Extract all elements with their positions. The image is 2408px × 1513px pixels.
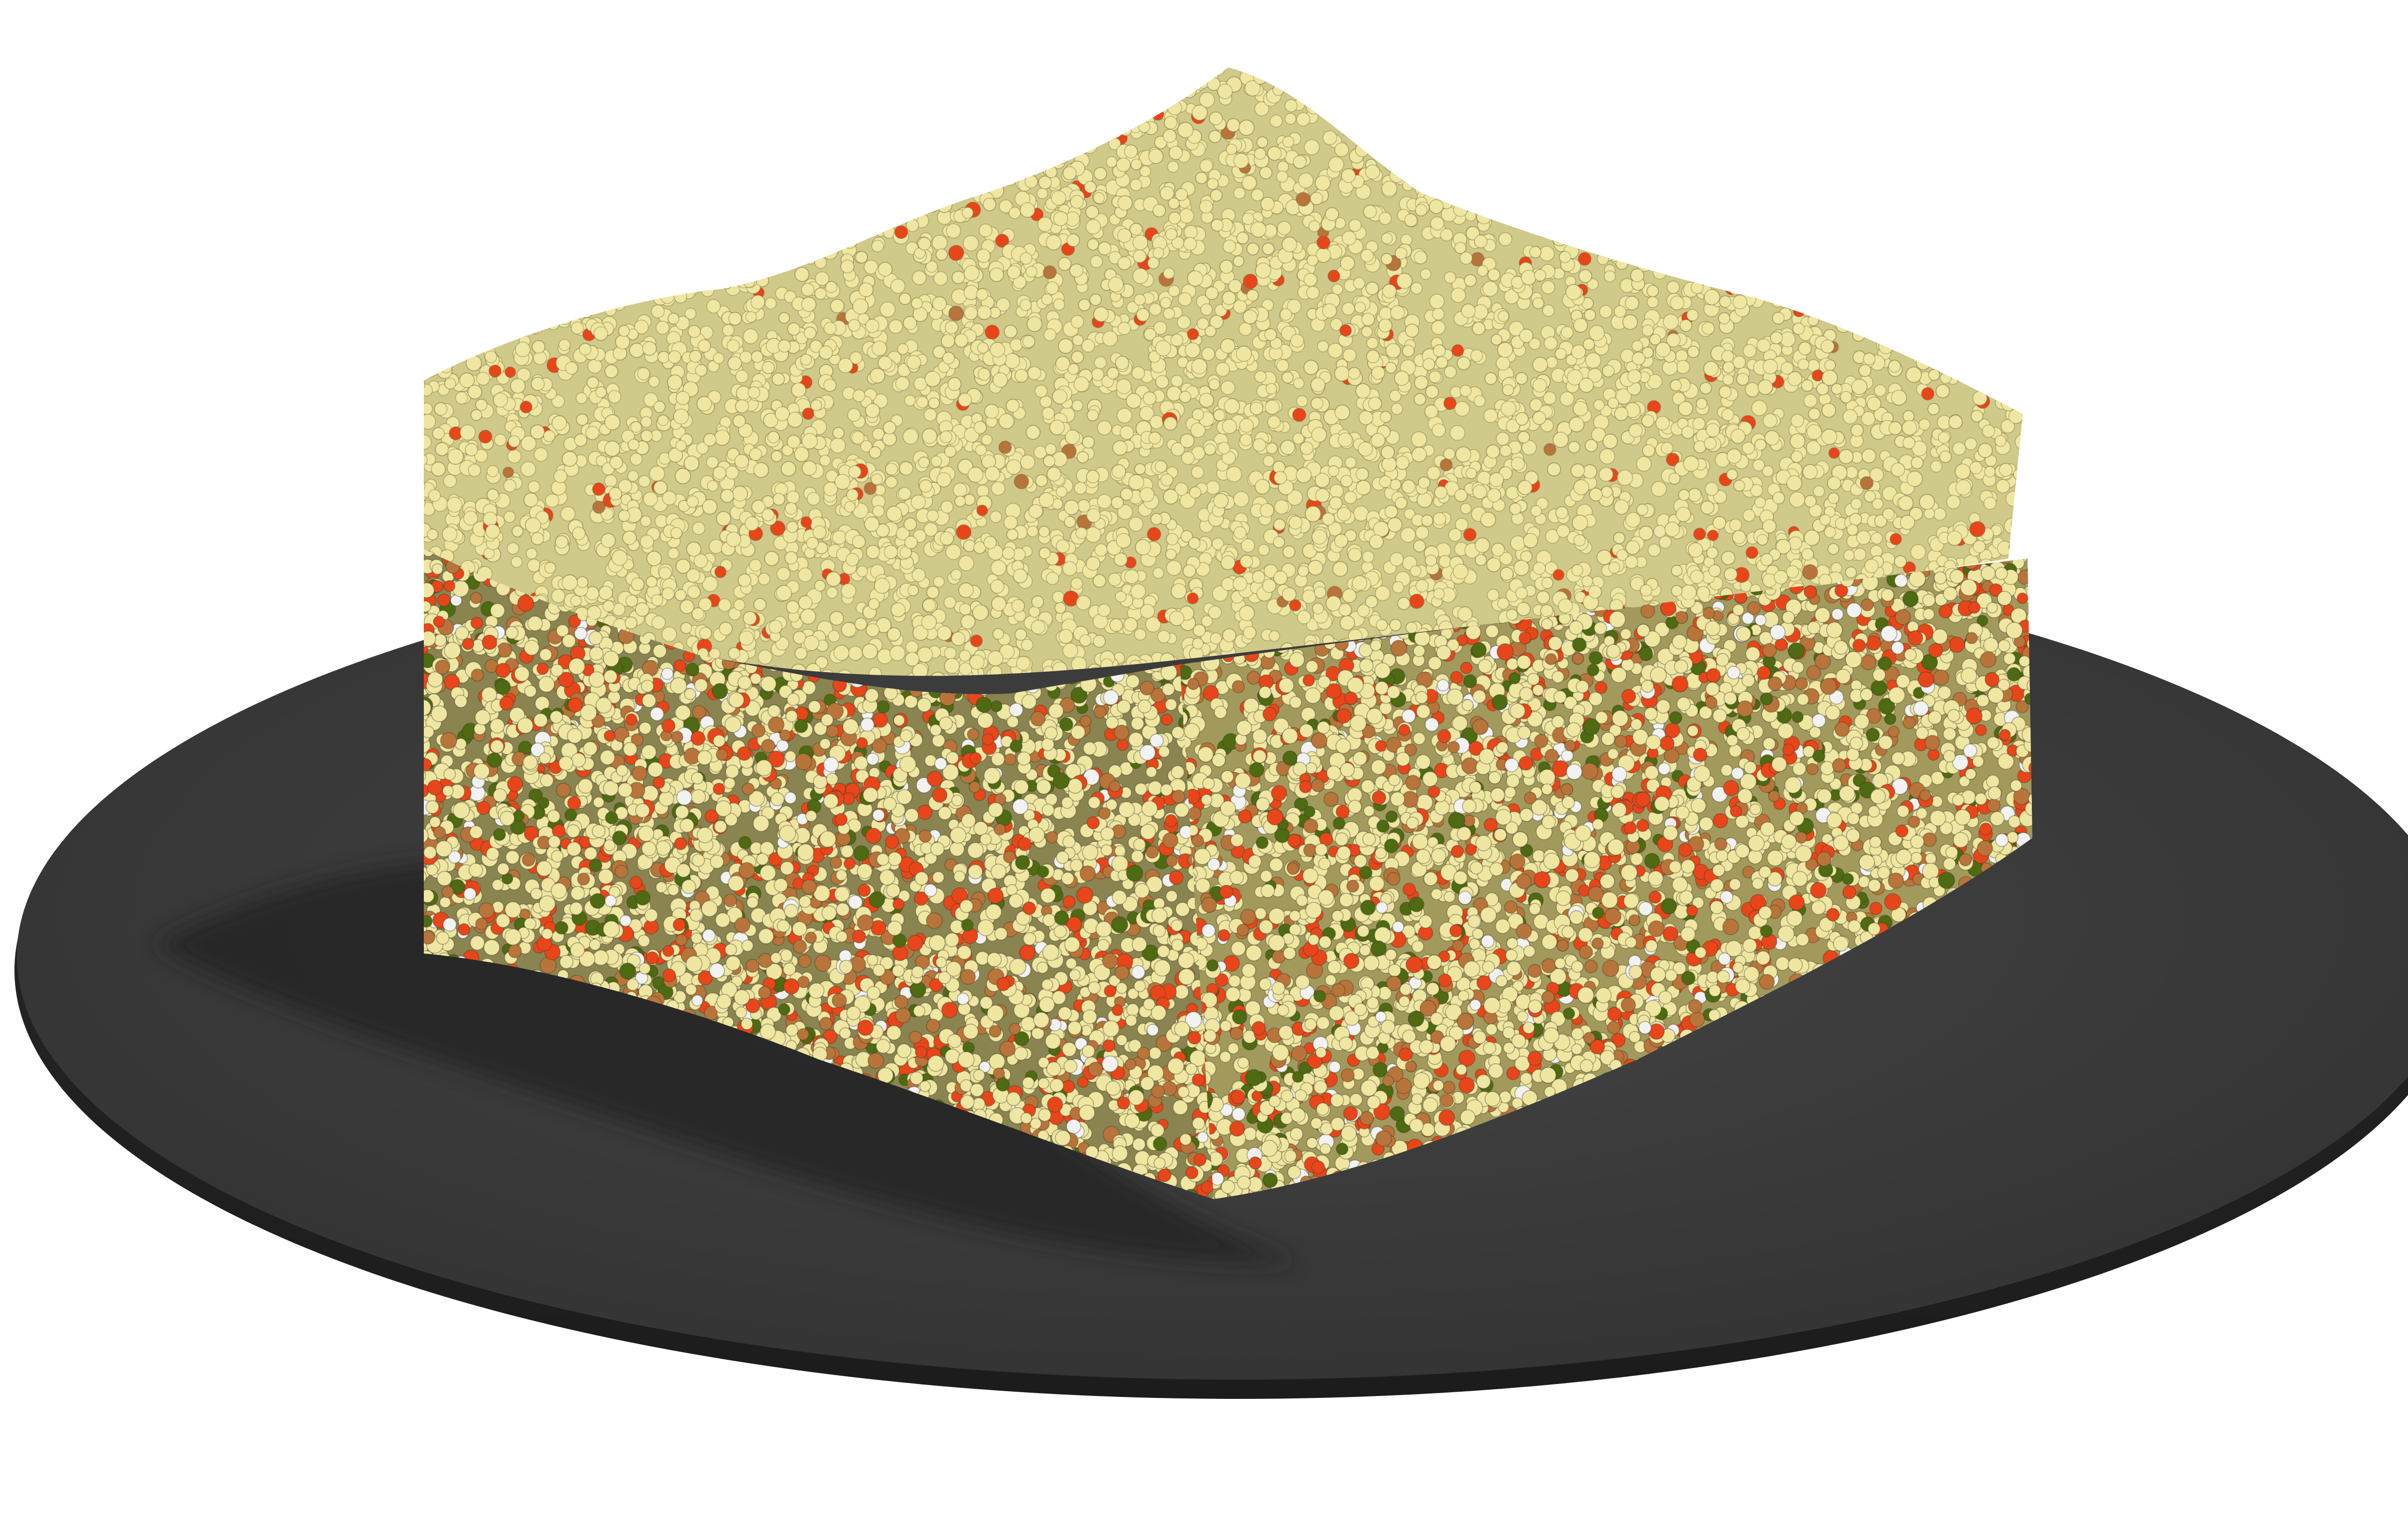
- block-shadow: [154, 858, 1300, 1263]
